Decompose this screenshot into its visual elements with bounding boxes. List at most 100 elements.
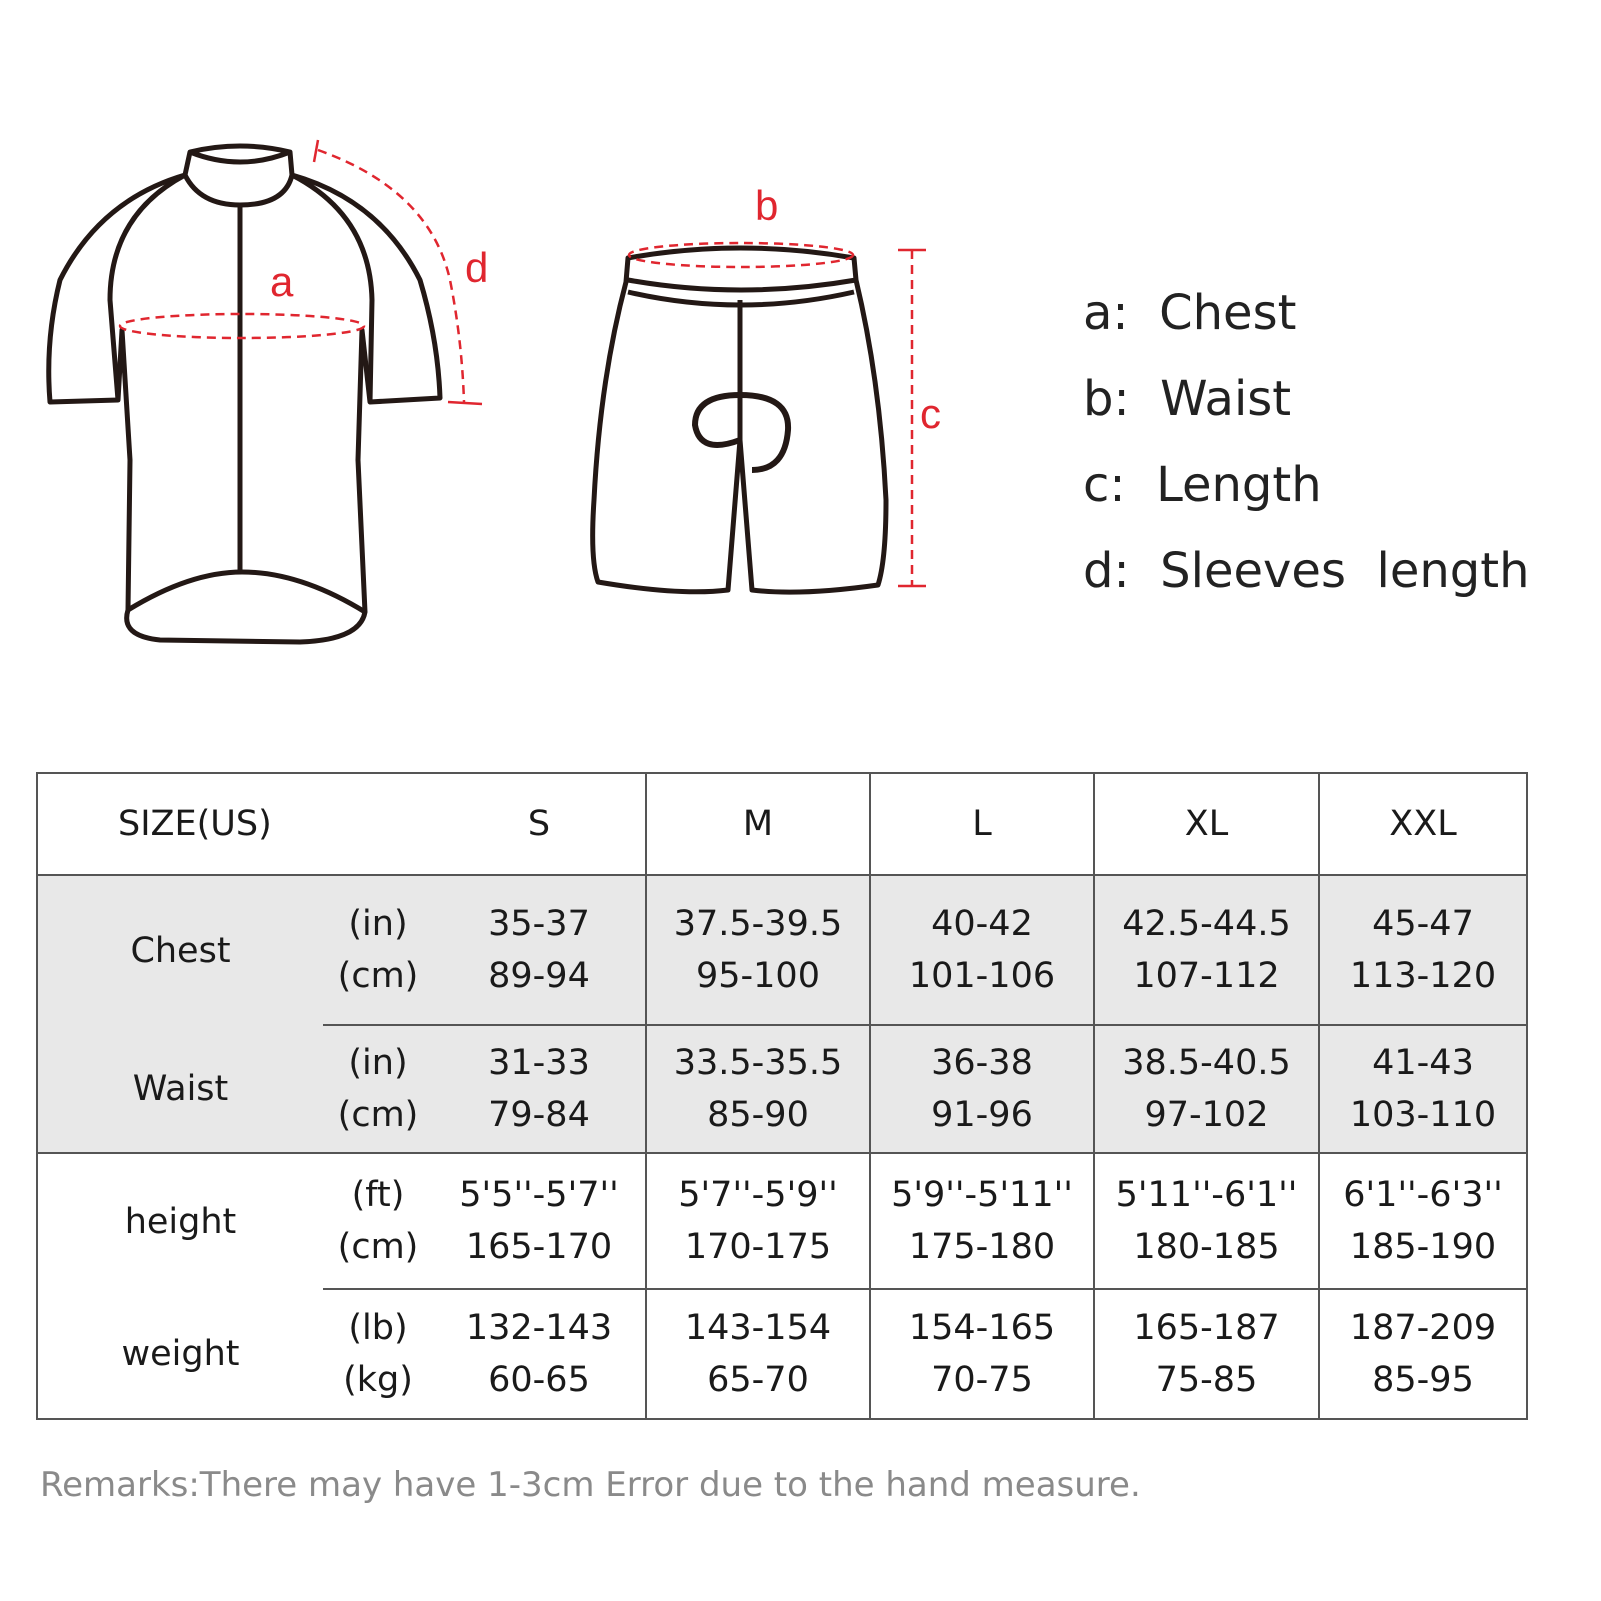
value: 180-185 xyxy=(1133,1227,1280,1267)
value-cell: 40-42 101-106 xyxy=(869,875,1094,1026)
table-row: weight (lb) (kg) 132-143 60-65 143-154 65-70 15… xyxy=(37,1289,1527,1419)
value: 165-187 xyxy=(1133,1308,1280,1348)
value: 5'11''-6'1'' xyxy=(1115,1175,1298,1215)
value-cell: 36-38 91-96 xyxy=(869,1025,1094,1154)
size-header: SIZE(US) xyxy=(37,773,433,876)
value: 6'1''-6'3'' xyxy=(1343,1175,1503,1215)
value-cell: 31-33 79-84 xyxy=(433,1025,646,1154)
value-cell: 45-47 113-120 xyxy=(1318,875,1527,1026)
value: 65-70 xyxy=(707,1360,809,1400)
value: 91-96 xyxy=(931,1095,1033,1135)
value-cell: 5'5''-5'7'' 165-170 xyxy=(433,1153,646,1290)
value: 97-102 xyxy=(1144,1095,1269,1135)
value: 101-106 xyxy=(908,956,1056,996)
value: 154-165 xyxy=(908,1308,1056,1348)
value-cell: 165-187 75-85 xyxy=(1093,1289,1319,1419)
value: 79-84 xyxy=(488,1095,590,1135)
value: 95-100 xyxy=(696,956,820,996)
legend-item: a: Chest xyxy=(1083,285,1297,341)
value-cell: 42.5-44.5 107-112 xyxy=(1093,875,1319,1026)
value-cell: 187-209 85-95 xyxy=(1318,1289,1527,1419)
unit: (in) xyxy=(348,904,408,944)
row-label: Waist xyxy=(37,1025,323,1154)
unit: (cm) xyxy=(337,956,419,996)
value: 42.5-44.5 xyxy=(1122,904,1291,944)
remark-text: Remarks:There may have 1-3cm Error due t… xyxy=(40,1465,1141,1505)
value: 89-94 xyxy=(488,956,590,996)
value: 37.5-39.5 xyxy=(673,904,843,944)
table-header-row: SIZE(US) S M L XL XXL xyxy=(37,773,1527,876)
value: 107-112 xyxy=(1133,956,1280,996)
size-m: M xyxy=(645,773,870,876)
value: 5'9''-5'11'' xyxy=(891,1175,1073,1215)
row-label: weight xyxy=(121,1333,240,1374)
row-units: (ft) (cm) xyxy=(323,1153,433,1290)
value: 33.5-35.5 xyxy=(673,1043,843,1083)
unit: (ft) xyxy=(351,1175,405,1215)
size-l: L xyxy=(869,773,1094,876)
value-cell: 37.5-39.5 95-100 xyxy=(645,875,870,1026)
unit: (cm) xyxy=(337,1095,419,1135)
value: 85-95 xyxy=(1372,1360,1474,1400)
value-cell: 41-43 103-110 xyxy=(1318,1025,1527,1154)
value-cell: 154-165 70-75 xyxy=(869,1289,1094,1419)
size-xxl: XXL xyxy=(1318,773,1527,876)
value-cell: 33.5-35.5 85-90 xyxy=(645,1025,870,1154)
value-cell: 5'7''-5'9'' 170-175 xyxy=(645,1153,870,1290)
value: 132-143 xyxy=(465,1308,613,1348)
value: 60-65 xyxy=(488,1360,590,1400)
label-a: a xyxy=(270,258,294,305)
row-label: Chest xyxy=(37,875,323,1025)
value: 41-43 xyxy=(1372,1043,1474,1083)
shorts-outline xyxy=(590,245,889,595)
legend-item: c: Length xyxy=(1083,457,1322,513)
label-c: c xyxy=(920,390,941,437)
label-b: b xyxy=(755,182,778,229)
value: 70-75 xyxy=(931,1360,1033,1400)
garment-diagram: a d b c xyxy=(46,139,941,645)
row-units: (lb) (kg) xyxy=(323,1289,433,1419)
value: 103-110 xyxy=(1349,1095,1497,1135)
value: 170-175 xyxy=(684,1227,832,1267)
value-cell: 35-37 89-94 xyxy=(433,875,646,1026)
value: 38.5-40.5 xyxy=(1122,1043,1291,1083)
size-xl: XL xyxy=(1093,773,1319,876)
value: 185-190 xyxy=(1349,1227,1497,1267)
row-label: height xyxy=(124,1201,237,1242)
value: 5'7''-5'9'' xyxy=(678,1175,838,1215)
jersey-outline xyxy=(46,143,443,645)
row-units: (in) (cm) xyxy=(323,1025,433,1154)
label-d: d xyxy=(465,244,488,291)
value: 175-180 xyxy=(908,1227,1056,1267)
value: 5'5''-5'7'' xyxy=(459,1175,619,1215)
value: 187-209 xyxy=(1349,1308,1497,1348)
row-units: (in) (cm) xyxy=(323,875,433,1026)
value: 75-85 xyxy=(1155,1360,1258,1400)
value: 143-154 xyxy=(684,1308,832,1348)
unit: (in) xyxy=(348,1043,408,1083)
value-cell: 132-143 60-65 xyxy=(433,1289,646,1419)
table-row: Chest (in) (cm) 35-37 89-94 37.5-39.5 95-100 40… xyxy=(37,875,1527,1026)
unit: (kg) xyxy=(343,1360,413,1400)
jersey-measures xyxy=(118,148,466,403)
value: 40-42 xyxy=(931,904,1033,944)
table-row: height (ft) (cm) 5'5''-5'7'' 165-170 5'7''-5'… xyxy=(37,1153,1527,1290)
legend-item: b: Waist xyxy=(1083,371,1292,427)
unit: (cm) xyxy=(337,1227,419,1267)
value: 165-170 xyxy=(465,1227,613,1267)
value-cell: 38.5-40.5 97-102 xyxy=(1093,1025,1319,1154)
shorts-measures xyxy=(627,241,914,586)
value: 36-38 xyxy=(931,1043,1033,1083)
value: 45-47 xyxy=(1372,904,1474,944)
unit: (lb) xyxy=(348,1308,408,1348)
value: 31-33 xyxy=(488,1043,590,1083)
value: 85-90 xyxy=(707,1095,809,1135)
value-cell: 143-154 65-70 xyxy=(645,1289,870,1419)
measurement-legend: a: Chest b: Waist c: Length d: Sleeves l… xyxy=(1083,270,1529,614)
value-cell: 5'11''-6'1'' 180-185 xyxy=(1093,1153,1319,1290)
table-row: Waist (in) (cm) 31-33 79-84 33.5-35.5 85-90 36-… xyxy=(37,1025,1527,1154)
value: 35-37 xyxy=(488,904,590,944)
value-cell: 5'9''-5'11'' 175-180 xyxy=(869,1153,1094,1290)
value-cell: 6'1''-6'3'' 185-190 xyxy=(1318,1153,1527,1290)
value: 113-120 xyxy=(1349,956,1497,996)
